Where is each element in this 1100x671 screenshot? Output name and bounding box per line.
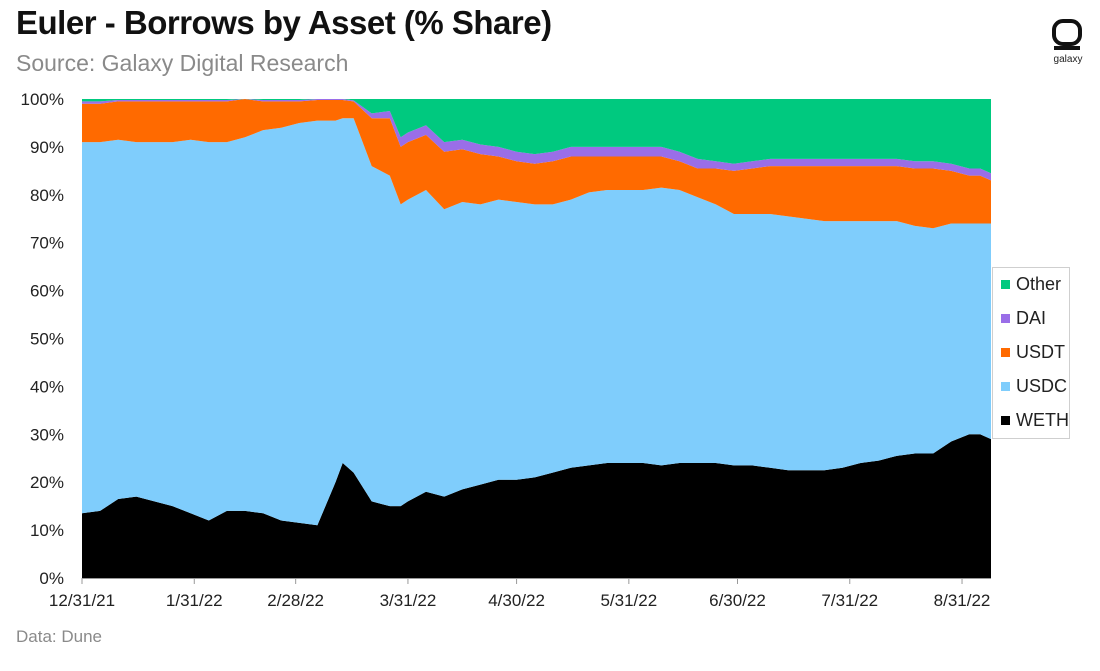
x-tick-label: 7/31/22: [821, 591, 878, 610]
legend-label: Other: [1016, 273, 1062, 294]
legend-item-usdc: USDC: [1001, 374, 1067, 398]
legend-label: DAI: [1016, 307, 1047, 328]
x-tick-label: 4/30/22: [488, 591, 545, 610]
x-tick-label: 6/30/22: [709, 591, 766, 610]
x-tick-label: 2/28/22: [267, 591, 324, 610]
legend-label: USDC: [1016, 375, 1068, 396]
logo-text: galaxy: [1053, 54, 1083, 65]
legend-label: USDT: [1016, 341, 1065, 362]
y-tick-label: 0%: [39, 569, 64, 588]
x-tick-label: 5/31/22: [600, 591, 657, 610]
y-tick-label: 60%: [30, 282, 64, 301]
legend-label: WETH: [1016, 409, 1069, 430]
y-tick-label: 40%: [30, 377, 64, 396]
legend-swatch: [1001, 415, 1010, 425]
y-tick-label: 90%: [30, 138, 64, 157]
chart-title: Euler - Borrows by Asset (% Share): [16, 4, 552, 41]
axes: 0% 10% 20% 30% 40% 50% 60% 70% 80% 90% 100% 12/31/2…: [21, 90, 991, 610]
legend-swatch: [1001, 347, 1010, 357]
y-tick-label: 70%: [30, 234, 64, 253]
y-tick-label: 80%: [30, 186, 64, 205]
legend-swatch: [1001, 381, 1010, 391]
y-tick-label: 50%: [30, 330, 64, 349]
x-tick-label: 8/31/22: [934, 591, 991, 610]
data-source-note: Data: Dune: [16, 627, 102, 646]
x-tick-label: 12/31/21: [49, 591, 115, 610]
y-tick-label: 30%: [30, 425, 64, 444]
area-series-dai: [82, 99, 991, 181]
legend-item-dai: DAI: [1001, 306, 1046, 330]
galaxy-logo-icon: [1052, 19, 1082, 50]
legend: Other DAI USDT USDC WETH: [992, 267, 1070, 439]
area-series-weth: [82, 434, 991, 578]
area-series-usdc: [82, 118, 991, 526]
legend-item-other: Other: [1001, 272, 1061, 296]
legend-item-usdt: USDT: [1001, 340, 1065, 364]
y-tick-label: 20%: [30, 473, 64, 492]
x-tick-label: 3/31/22: [380, 591, 437, 610]
y-tick-label: 10%: [30, 521, 64, 540]
area-series-other: [82, 99, 991, 174]
legend-item-weth: WETH: [1001, 408, 1069, 432]
x-tick-label: 1/31/22: [166, 591, 223, 610]
legend-swatch: [1001, 279, 1010, 289]
chart-subtitle: Source: Galaxy Digital Research: [16, 50, 349, 76]
area-layers: [82, 99, 991, 578]
legend-swatch: [1001, 313, 1010, 323]
area-series-usdt: [82, 99, 991, 229]
y-tick-label: 100%: [21, 90, 64, 109]
